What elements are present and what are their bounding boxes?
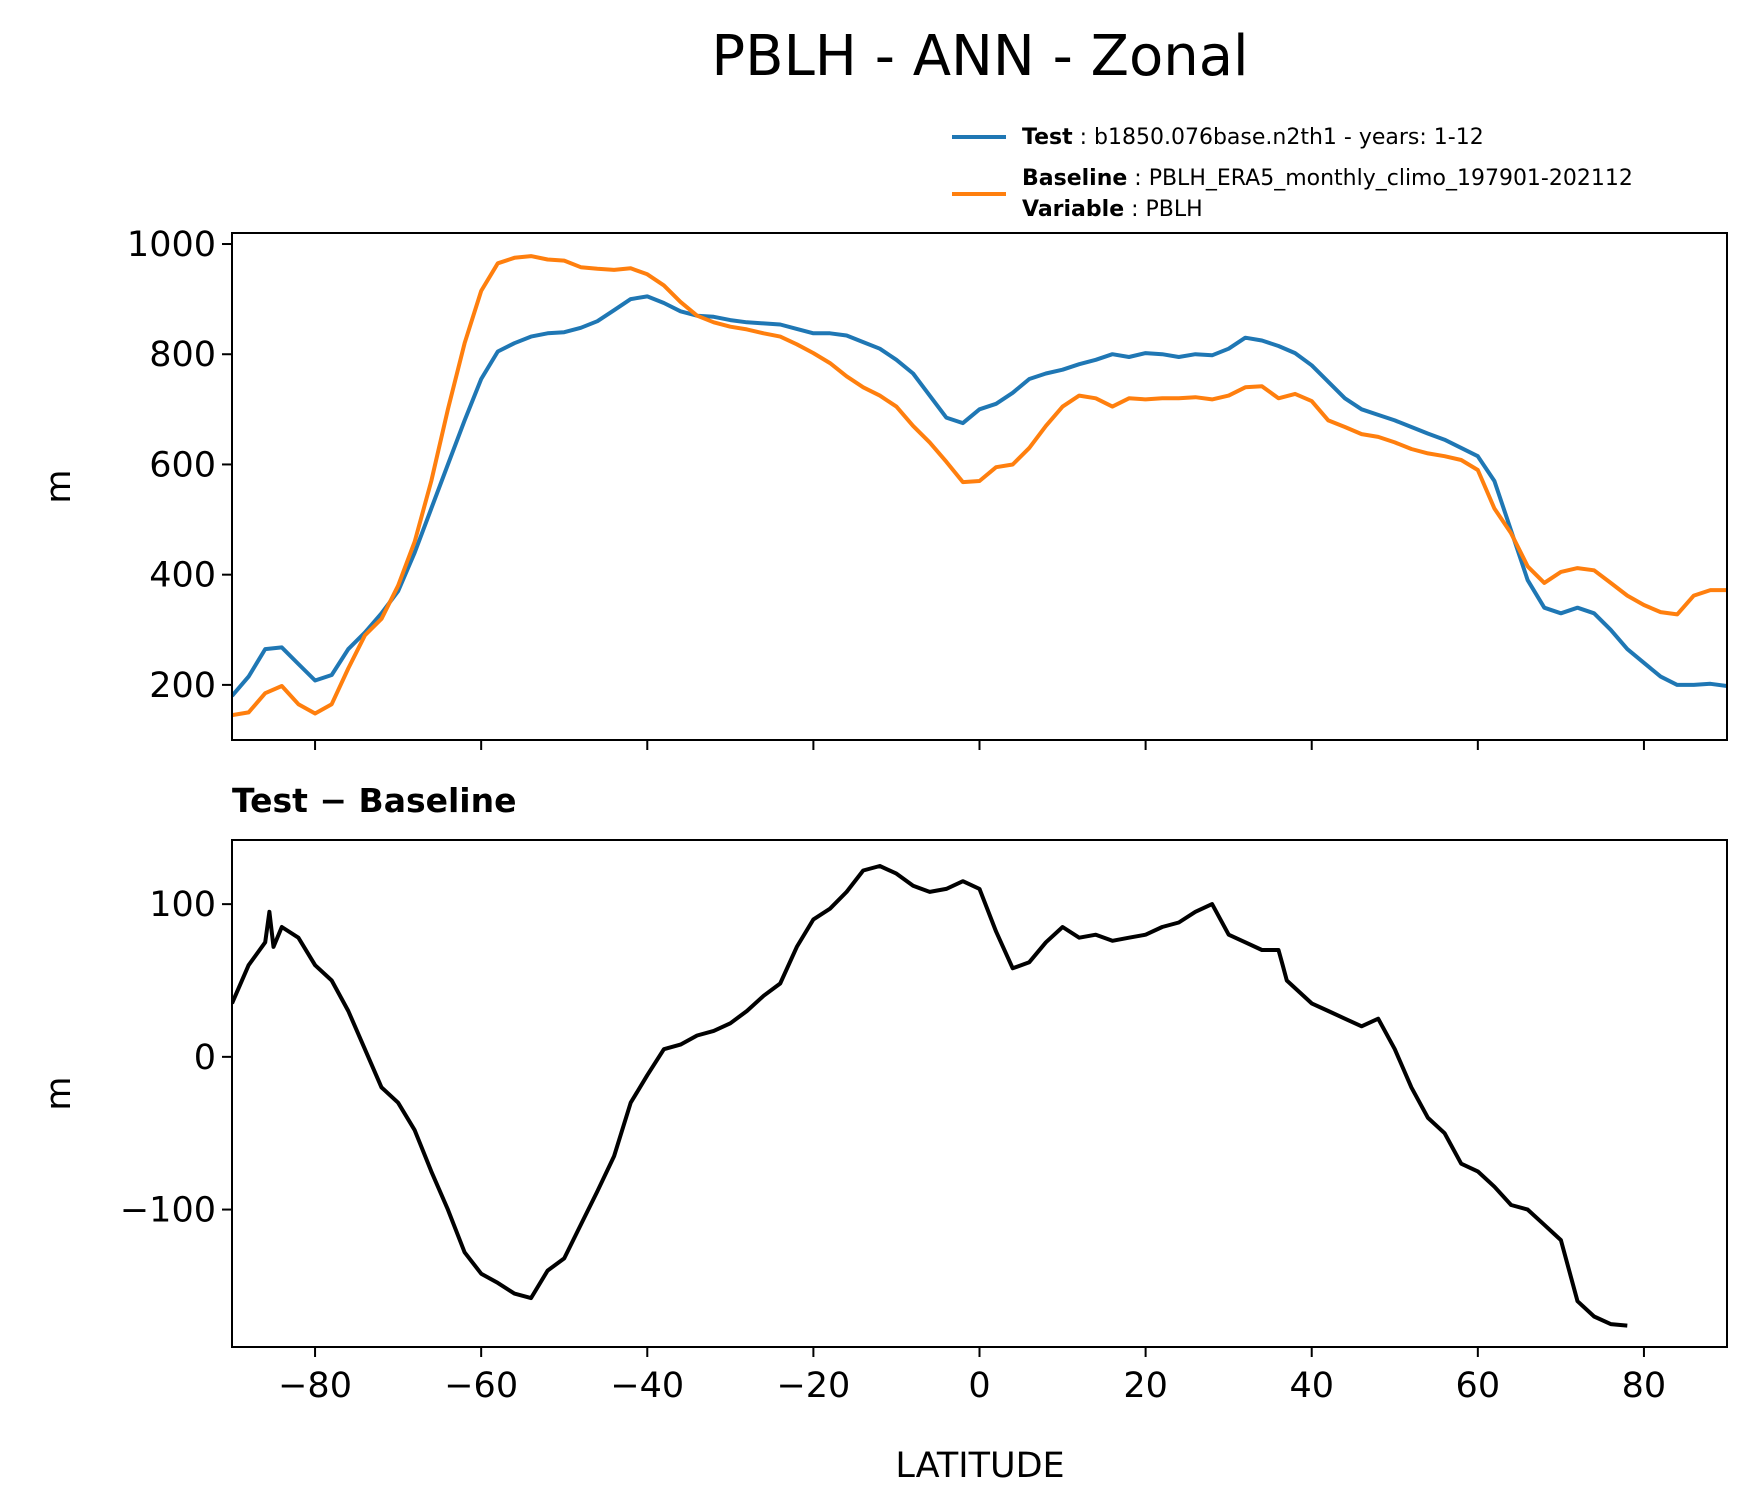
legend-variable-entry: Variable : PBLH <box>1022 197 1203 222</box>
top-panel-series-line-baseline <box>232 254 1727 718</box>
top-panel-y-tick-label: 600 <box>149 445 216 485</box>
bottom-panel-series-line-test-baseline <box>232 864 1628 1328</box>
bottom-panel-x-tick-label: −20 <box>776 1366 850 1406</box>
legend-baseline-entry: Baseline : PBLH_ERA5_monthly_climo_19790… <box>1022 166 1633 191</box>
top-panel-y-tick-label: 200 <box>149 666 216 706</box>
bottom-panel-x-tick-label: −40 <box>610 1366 684 1406</box>
legend-baseline-text: : PBLH_ERA5_monthly_climo_197901-202112 <box>1134 166 1633 191</box>
bottom-panel-x-tick-label: 20 <box>1123 1366 1168 1406</box>
bottom-panel-x-tick-label: 60 <box>1456 1366 1501 1406</box>
bottom-panel: −100 0 100 −80 −60 −40 −20 0 20 40 60 80 m <box>39 839 1728 1406</box>
x-axis-label: LATITUDE <box>895 1446 1064 1486</box>
top-panel-y-tick-label: 800 <box>149 335 216 375</box>
top-panel-y-axis-label: m <box>39 469 79 503</box>
legend: Test : b1850.076base.n2th1 - years: 1-12… <box>952 125 1633 222</box>
bottom-panel-y-tick-label: −100 <box>120 1191 216 1231</box>
top-panel-series-line-test <box>232 294 1727 698</box>
legend-test-key: Test <box>1022 125 1073 150</box>
legend-variable-text: : PBLH <box>1131 197 1203 222</box>
top-panel: 200 400 600 800 1000 m <box>39 225 1728 750</box>
legend-test-text: : b1850.076base.n2th1 - years: 1-12 <box>1080 125 1484 150</box>
bottom-panel-x-tick-label: −80 <box>278 1366 352 1406</box>
bottom-panel-y-axis-label: m <box>39 1076 79 1110</box>
bottom-panel-x-tick-label: 0 <box>968 1366 990 1406</box>
legend-baseline-key: Baseline <box>1022 166 1127 191</box>
bottom-panel-x-tick-label: 80 <box>1622 1366 1667 1406</box>
top-panel-y-tick-label: 1000 <box>127 225 216 265</box>
legend-variable-key: Variable <box>1022 197 1124 222</box>
legend-test-entry: Test : b1850.076base.n2th1 - years: 1-12 <box>1022 125 1484 150</box>
top-panel-y-tick-label: 400 <box>149 556 216 596</box>
bottom-panel-x-tick-label: 40 <box>1289 1366 1334 1406</box>
bottom-panel-y-tick-label: 0 <box>194 1038 216 1078</box>
bottom-panel-y-tick-label: 100 <box>149 885 216 925</box>
bottom-panel-subtitle: Test − Baseline <box>232 781 517 820</box>
figure-title: PBLH - ANN - Zonal <box>711 24 1248 89</box>
bottom-panel-x-tick-label: −60 <box>444 1366 518 1406</box>
